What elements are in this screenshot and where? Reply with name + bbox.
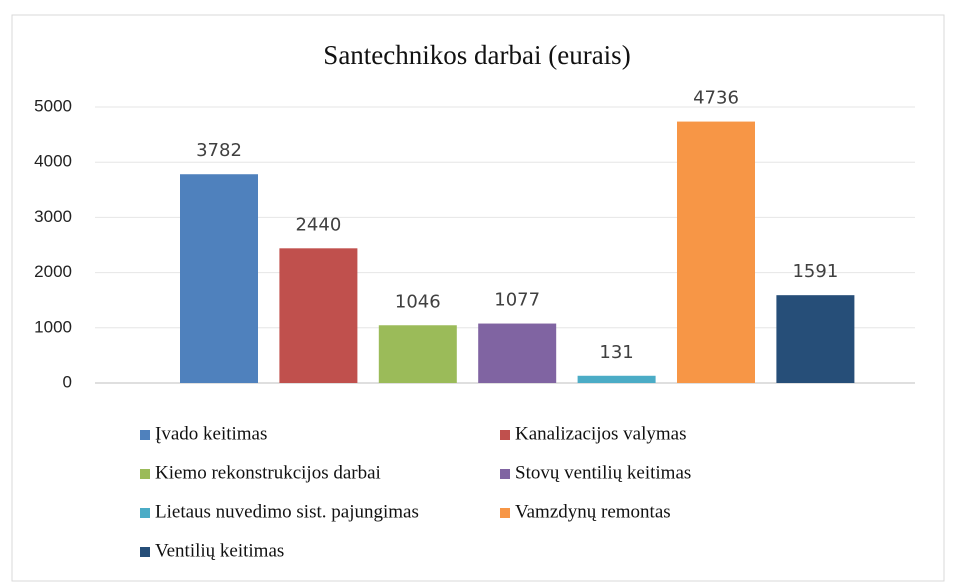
data-label: 131	[599, 342, 633, 363]
legend-swatch	[500, 430, 510, 440]
data-label: 3782	[196, 140, 242, 161]
legend-swatch	[140, 508, 150, 518]
y-tick-label: 4000	[34, 152, 72, 171]
data-label: 2440	[295, 214, 341, 235]
chart-title: Santechnikos darbai (eurais)	[323, 40, 630, 70]
legend-label: Kiemo rekonstrukcijos darbai	[155, 462, 381, 483]
y-tick-label: 2000	[34, 262, 72, 281]
data-label: 4736	[693, 88, 739, 109]
legend-swatch	[140, 547, 150, 557]
bar	[776, 295, 855, 383]
y-tick-label: 0	[63, 372, 72, 391]
legend-label: Kanalizacijos valymas	[515, 423, 686, 444]
legend-label: Stovų ventilių keitimas	[515, 462, 691, 483]
bar	[577, 375, 656, 383]
y-tick-label: 3000	[34, 207, 72, 226]
data-label: 1077	[494, 290, 540, 311]
y-tick-label: 1000	[34, 317, 72, 336]
bar	[180, 174, 258, 383]
bar	[378, 325, 457, 383]
legend-swatch	[140, 430, 150, 440]
data-label: 1046	[395, 291, 441, 312]
legend-swatch	[500, 508, 510, 518]
legend-swatch	[500, 469, 510, 479]
bar	[478, 323, 557, 383]
bar	[677, 121, 755, 383]
legend-label: Ventilių keitimas	[155, 540, 284, 561]
data-label: 1591	[792, 261, 838, 282]
legend-label: Vamzdynų remontas	[515, 501, 671, 522]
legend-label: Įvado keitimas	[155, 423, 267, 444]
legend-swatch	[140, 469, 150, 479]
y-tick-label: 5000	[34, 96, 72, 115]
legend-label: Lietaus nuvedimo sist. pajungimas	[155, 501, 419, 522]
bar	[279, 248, 358, 383]
